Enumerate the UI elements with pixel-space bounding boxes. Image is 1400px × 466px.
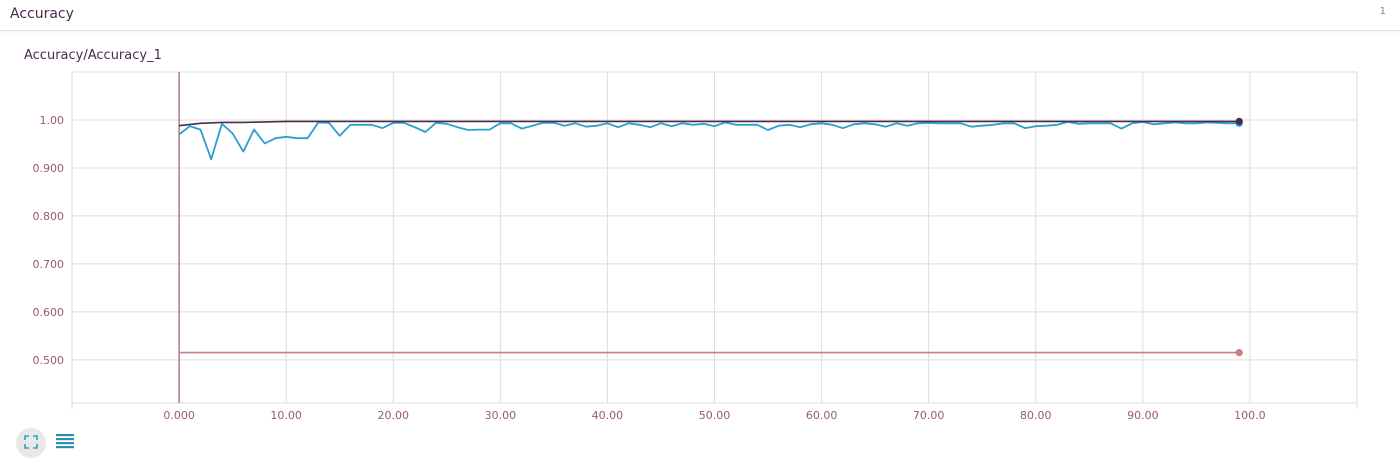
y-tick-label: 0.600	[33, 306, 65, 319]
y-tick-label: 0.500	[33, 354, 65, 367]
x-tick-label: 20.00	[378, 409, 410, 422]
section-title: Accuracy	[10, 6, 74, 22]
x-tick-label: 0.000	[163, 409, 195, 422]
toggle-data-table-button[interactable]	[50, 428, 80, 458]
x-tick-label: 80.00	[1020, 409, 1052, 422]
x-tick-label: 100.0	[1234, 409, 1266, 422]
x-tick-label: 90.00	[1127, 409, 1159, 422]
list-icon	[56, 433, 74, 453]
series-line-2	[178, 121, 1240, 161]
series-end-point-1	[1235, 349, 1243, 357]
x-tick-label: 10.00	[270, 409, 302, 422]
expand-button[interactable]	[16, 428, 46, 458]
x-tick-label: 50.00	[699, 409, 731, 422]
y-tick-label: 0.700	[33, 258, 65, 271]
section-header[interactable]: Accuracy 1	[0, 0, 1400, 31]
series-end-point-3	[1235, 117, 1243, 126]
series-line-3	[179, 120, 1240, 127]
x-tick-label: 40.00	[592, 409, 624, 422]
expand-icon	[24, 434, 38, 453]
y-tick-label: 0.900	[33, 162, 65, 175]
y-tick-label: 0.800	[33, 210, 65, 223]
x-tick-label: 60.00	[806, 409, 838, 422]
section-count: 1	[1379, 6, 1386, 17]
y-tick-label: 1.00	[40, 114, 65, 127]
chart-title: Accuracy/Accuracy_1	[24, 48, 162, 63]
x-tick-label: 30.00	[485, 409, 517, 422]
x-tick-label: 70.00	[913, 409, 945, 422]
